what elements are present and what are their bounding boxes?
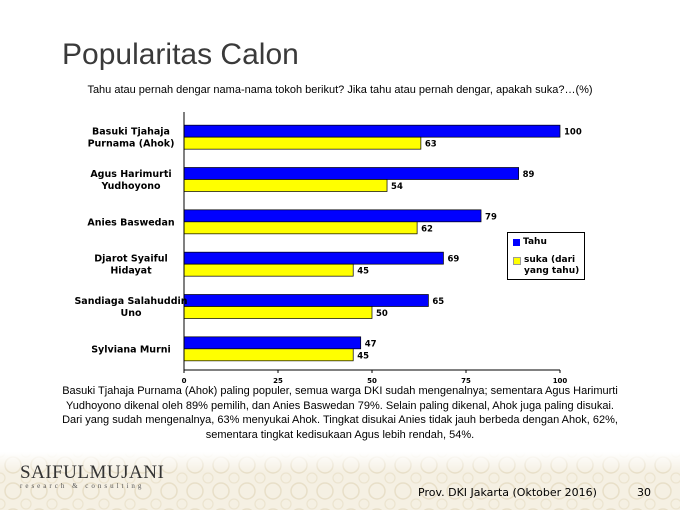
chart-legend: Tahu suka (dari yang tahu)	[507, 232, 585, 280]
category-label-4-1: Uno	[120, 308, 141, 319]
logo-tagline: research & consulting	[20, 482, 145, 490]
x-tick-label-0: 0	[182, 377, 187, 385]
value-label-suka-2: 62	[421, 224, 433, 234]
bar-tahu-3	[183, 251, 444, 265]
value-label-tahu-1: 89	[523, 170, 535, 180]
page-title: Popularitas Calon	[62, 38, 299, 71]
category-label-0-0: Basuki Tjahaja	[92, 127, 170, 138]
category-label-5-0: Sylviana Murni	[91, 344, 171, 355]
bar-tahu-2	[183, 209, 482, 223]
value-label-suka-3: 45	[357, 267, 369, 277]
legend-swatch-tahu	[513, 239, 520, 246]
bar-suka-1	[183, 179, 388, 192]
x-tick-label-3: 75	[461, 377, 471, 385]
category-label-1-1: Yudhoyono	[100, 181, 161, 192]
value-label-tahu-5: 47	[365, 339, 377, 349]
category-label-3-1: Hidayat	[110, 266, 152, 277]
value-label-tahu-4: 65	[432, 297, 444, 307]
legend-item-tahu: Tahu	[513, 237, 547, 248]
bar-tahu-5	[183, 336, 362, 350]
x-tick-label-2: 50	[367, 377, 377, 385]
value-label-suka-0: 63	[425, 140, 437, 150]
bar-suka-4	[183, 306, 373, 319]
bar-suka-5	[183, 348, 354, 362]
summary-text: Basuki Tjahaja Purnama (Ahok) paling pop…	[62, 385, 618, 441]
bar-tahu-4	[183, 294, 429, 307]
value-label-tahu-3: 69	[447, 255, 459, 265]
source-note: Prov. DKI Jakarta (Oktober 2016)	[418, 486, 597, 499]
footer-pattern	[0, 452, 680, 510]
category-label-0-1: Purnama (Ahok)	[88, 139, 175, 150]
category-label-1-0: Agus Harimurti	[90, 169, 171, 180]
logo-brand: SAIFULMUJANI	[20, 462, 165, 483]
category-label-2-0: Anies Baswedan	[87, 217, 175, 228]
bar-suka-3	[183, 263, 354, 277]
legend-label-suka: suka (dari yang tahu)	[524, 255, 580, 276]
value-label-suka-4: 50	[376, 309, 388, 319]
bar-suka-0	[183, 136, 422, 150]
category-label-3-0: Djarot Syaiful	[94, 254, 167, 265]
x-tick-label-4: 100	[553, 377, 568, 385]
value-label-suka-5: 45	[357, 351, 369, 361]
legend-label-tahu: Tahu	[523, 237, 547, 247]
company-logo: SAIFULMUJANI research & consulting	[20, 462, 164, 490]
bar-tahu-1	[183, 167, 519, 180]
x-tick-label-1: 25	[273, 377, 283, 385]
survey-question: Tahu atau pernah dengar nama-nama tokoh …	[87, 84, 593, 96]
value-label-suka-1: 54	[391, 182, 403, 192]
legend-swatch-suka	[513, 257, 521, 265]
page-number: 30	[637, 486, 651, 499]
bar-suka-2	[183, 221, 418, 235]
value-label-tahu-0: 100	[564, 128, 582, 138]
value-label-tahu-2: 79	[485, 212, 497, 222]
bar-tahu-0	[183, 124, 561, 138]
legend-item-suka: suka (dari yang tahu)	[513, 255, 583, 277]
category-label-4-0: Sandiaga Salahuddin	[74, 296, 187, 307]
